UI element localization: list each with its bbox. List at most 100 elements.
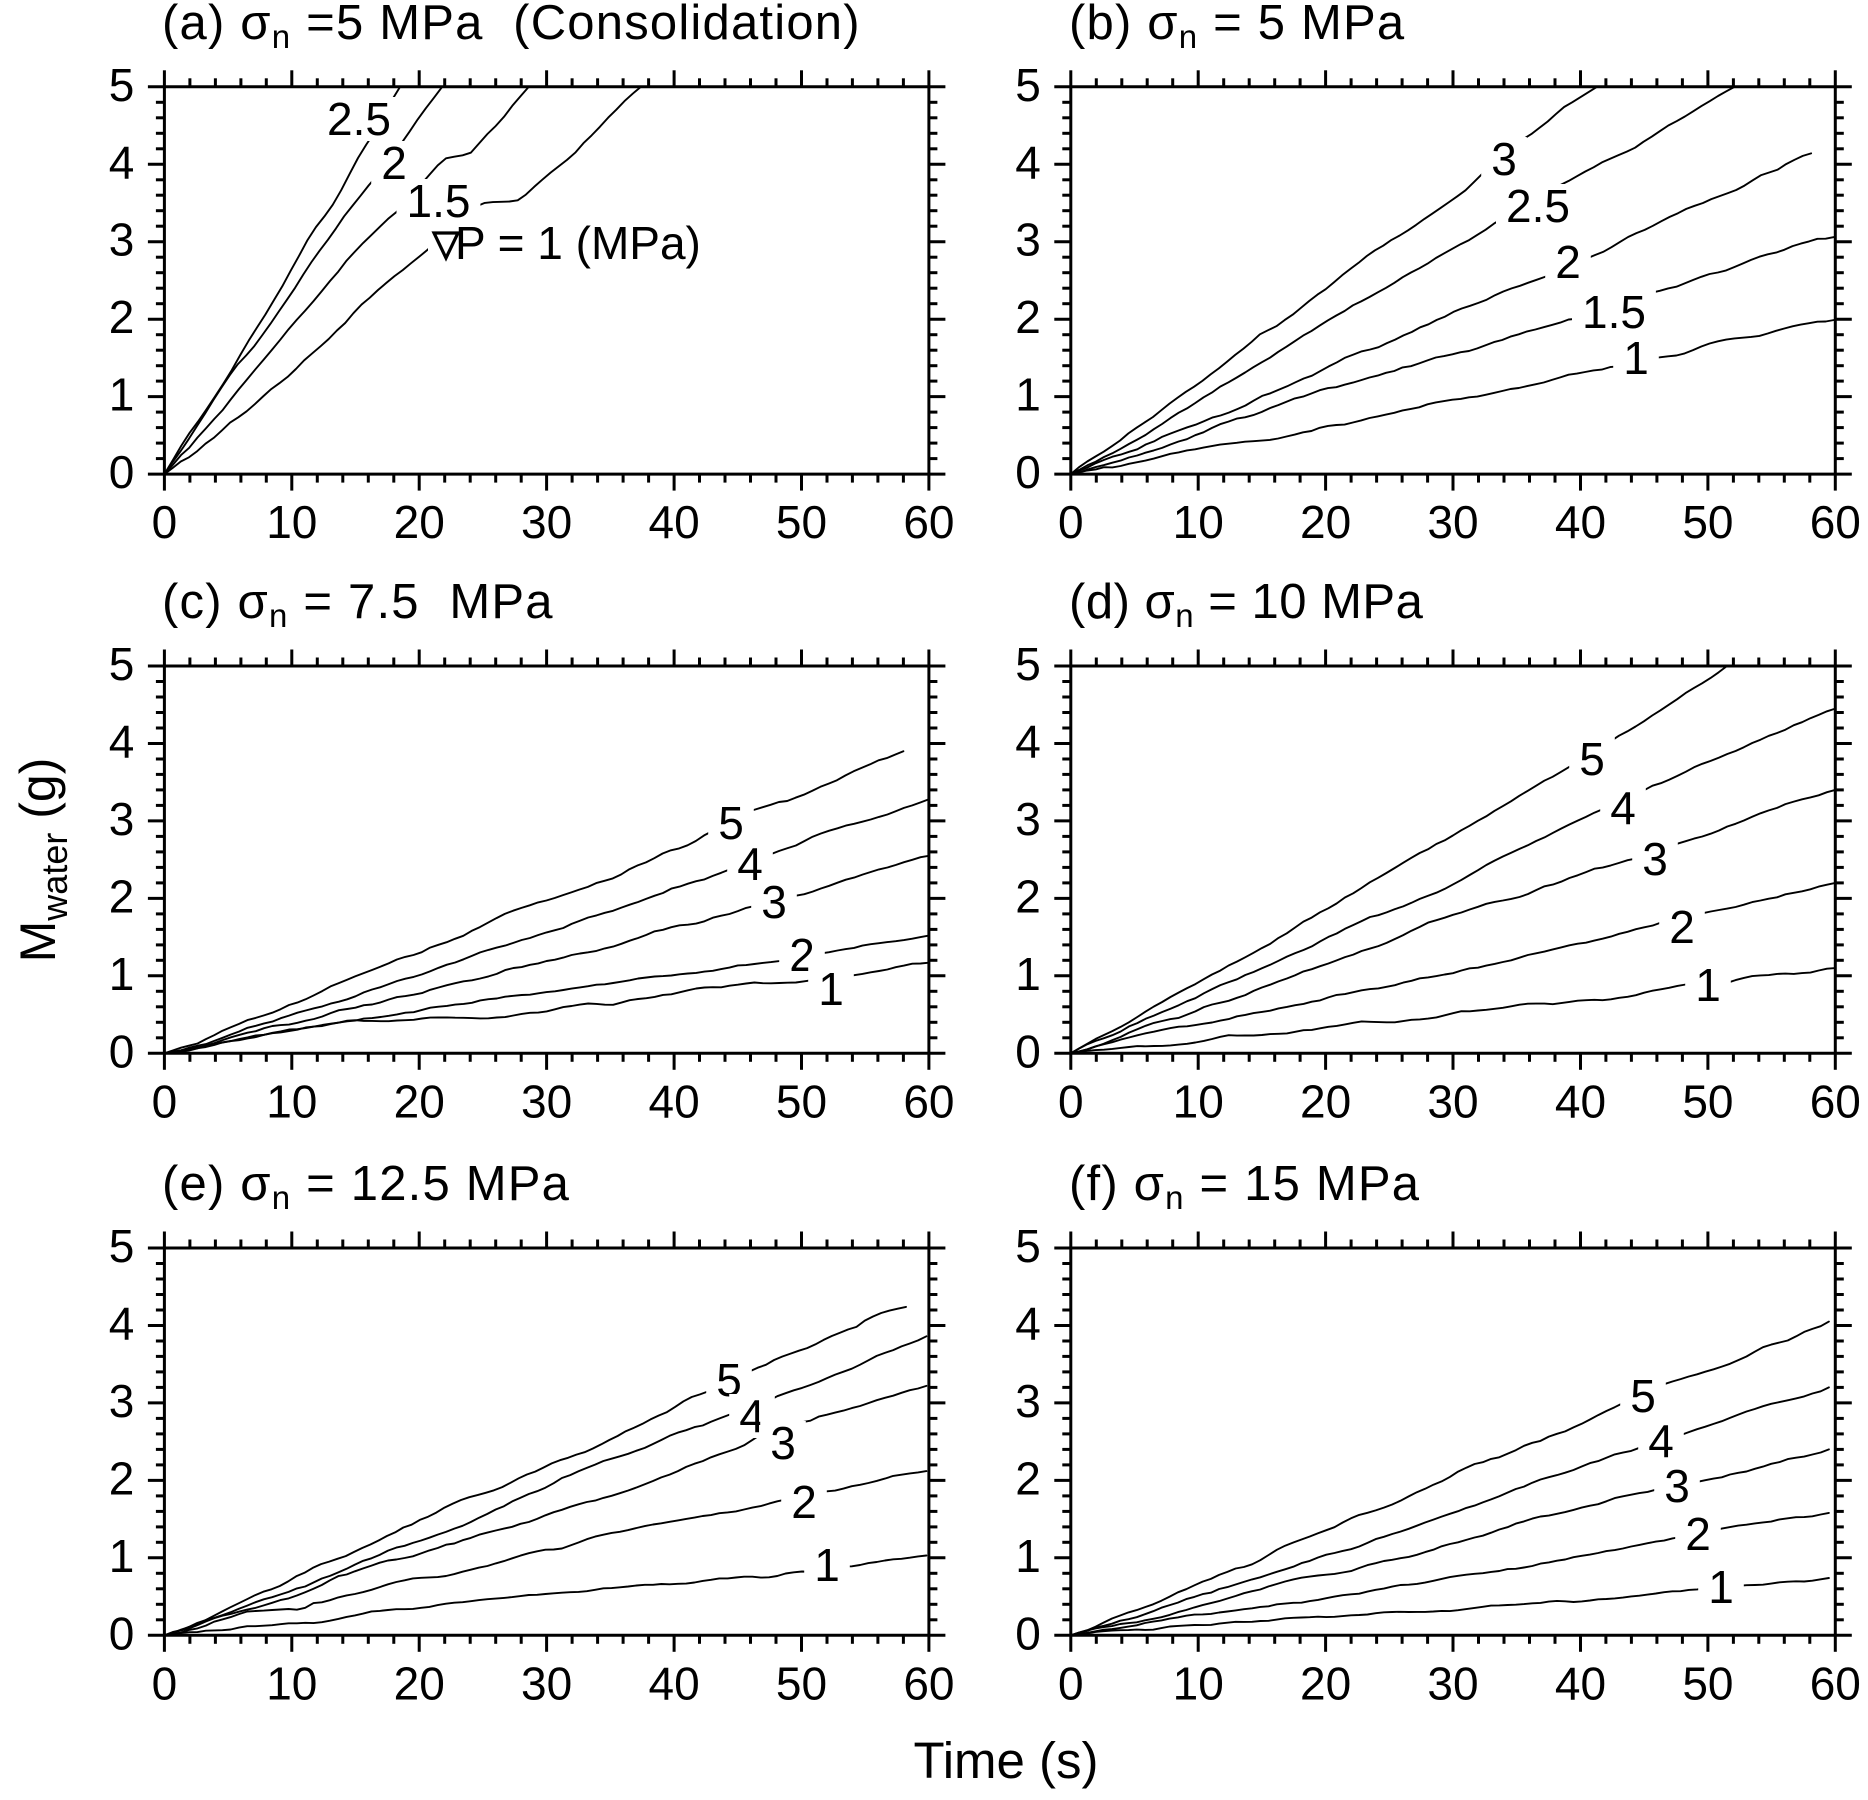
svg-text:1: 1 <box>1015 1530 1041 1582</box>
svg-text:20: 20 <box>394 1657 445 1709</box>
svg-text:3: 3 <box>1491 133 1517 185</box>
svg-text:5: 5 <box>1579 733 1605 785</box>
svg-text:50: 50 <box>1682 1657 1733 1709</box>
svg-text:5: 5 <box>109 638 135 690</box>
svg-text:(e) σn = 12.5 MPa: (e) σn = 12.5 MPa <box>162 1157 570 1216</box>
svg-text:60: 60 <box>903 496 954 548</box>
svg-text:10: 10 <box>266 496 317 548</box>
svg-text:20: 20 <box>1300 496 1351 548</box>
svg-text:2: 2 <box>109 870 135 922</box>
svg-text:2.5: 2.5 <box>327 93 391 145</box>
svg-text:50: 50 <box>776 1657 827 1709</box>
svg-text:(a) σn =5 MPa (Consolidation): (a) σn =5 MPa (Consolidation) <box>162 0 861 55</box>
svg-text:20: 20 <box>1300 1075 1351 1127</box>
svg-text:1.5: 1.5 <box>1582 286 1646 338</box>
svg-text:10: 10 <box>266 1657 317 1709</box>
svg-text:60: 60 <box>1810 1075 1861 1127</box>
svg-text:40: 40 <box>1555 1657 1606 1709</box>
svg-text:3: 3 <box>1642 833 1668 885</box>
svg-text:(f) σn = 15 MPa: (f) σn = 15 MPa <box>1069 1157 1420 1216</box>
svg-text:2: 2 <box>1669 901 1695 953</box>
svg-text:(c) σn = 7.5 MPa: (c) σn = 7.5 MPa <box>162 575 554 634</box>
svg-text:10: 10 <box>266 1075 317 1127</box>
svg-text:2: 2 <box>1015 870 1041 922</box>
svg-text:10: 10 <box>1173 1657 1224 1709</box>
svg-text:20: 20 <box>394 1075 445 1127</box>
svg-text:2: 2 <box>791 1476 817 1528</box>
svg-text:4: 4 <box>1015 136 1041 188</box>
svg-text:40: 40 <box>649 496 700 548</box>
svg-text:1: 1 <box>109 369 135 421</box>
svg-text:30: 30 <box>1427 496 1478 548</box>
svg-text:1: 1 <box>1015 369 1041 421</box>
svg-text:60: 60 <box>1810 1657 1861 1709</box>
svg-text:2.5: 2.5 <box>1506 180 1570 232</box>
svg-text:0: 0 <box>109 1025 135 1077</box>
svg-text:1: 1 <box>109 1530 135 1582</box>
svg-text:Time (s): Time (s) <box>913 1732 1098 1789</box>
svg-text:(d) σn = 10 MPa: (d) σn = 10 MPa <box>1069 575 1424 634</box>
svg-text:50: 50 <box>776 496 827 548</box>
svg-text:2: 2 <box>1555 236 1581 288</box>
svg-text:2: 2 <box>1685 1508 1711 1560</box>
svg-text:5: 5 <box>718 797 744 849</box>
svg-text:50: 50 <box>1682 1075 1733 1127</box>
svg-text:1: 1 <box>1015 948 1041 1000</box>
svg-text:20: 20 <box>394 496 445 548</box>
svg-text:10: 10 <box>1173 1075 1224 1127</box>
svg-text:5: 5 <box>1015 59 1041 111</box>
svg-text:40: 40 <box>1555 496 1606 548</box>
svg-text:0: 0 <box>1058 1075 1084 1127</box>
svg-text:5: 5 <box>1015 638 1041 690</box>
svg-text:3: 3 <box>1015 1375 1041 1427</box>
svg-text:4: 4 <box>1015 1298 1041 1350</box>
svg-text:40: 40 <box>1555 1075 1606 1127</box>
svg-text:30: 30 <box>1427 1657 1478 1709</box>
svg-text:3: 3 <box>109 214 135 266</box>
svg-text:20: 20 <box>1300 1657 1351 1709</box>
svg-text:0: 0 <box>1015 446 1041 498</box>
svg-text:30: 30 <box>521 1075 572 1127</box>
svg-text:5: 5 <box>109 1220 135 1272</box>
svg-text:3: 3 <box>109 1375 135 1427</box>
svg-text:1.5: 1.5 <box>407 175 471 227</box>
svg-text:3: 3 <box>770 1417 796 1469</box>
svg-text:60: 60 <box>903 1075 954 1127</box>
svg-text:4: 4 <box>1610 782 1636 834</box>
svg-text:0: 0 <box>109 446 135 498</box>
svg-text:1: 1 <box>1708 1561 1734 1613</box>
svg-text:5: 5 <box>109 59 135 111</box>
svg-text:2: 2 <box>1015 291 1041 343</box>
svg-text:30: 30 <box>1427 1075 1478 1127</box>
svg-text:2: 2 <box>109 1452 135 1504</box>
svg-text:5: 5 <box>1015 1220 1041 1272</box>
svg-text:1: 1 <box>814 1539 840 1591</box>
svg-text:(b) σn = 5 MPa: (b) σn = 5 MPa <box>1069 0 1405 55</box>
svg-text:0: 0 <box>152 496 178 548</box>
svg-text:3: 3 <box>1015 214 1041 266</box>
svg-text:3: 3 <box>1015 793 1041 845</box>
svg-text:1: 1 <box>1695 959 1721 1011</box>
svg-text:0: 0 <box>152 1075 178 1127</box>
svg-text:60: 60 <box>903 1657 954 1709</box>
svg-text:0: 0 <box>1058 1657 1084 1709</box>
svg-text:1: 1 <box>818 963 844 1015</box>
svg-text:0: 0 <box>1058 496 1084 548</box>
svg-text:40: 40 <box>649 1657 700 1709</box>
svg-text:2: 2 <box>1015 1452 1041 1504</box>
svg-text:50: 50 <box>776 1075 827 1127</box>
svg-text:40: 40 <box>649 1075 700 1127</box>
svg-text:30: 30 <box>521 1657 572 1709</box>
svg-text:4: 4 <box>1648 1415 1674 1467</box>
svg-text:1: 1 <box>1623 332 1649 384</box>
svg-text:30: 30 <box>521 496 572 548</box>
svg-text:0: 0 <box>109 1607 135 1659</box>
svg-text:3: 3 <box>1664 1460 1690 1512</box>
svg-text:3: 3 <box>761 876 787 928</box>
svg-text:60: 60 <box>1810 496 1861 548</box>
svg-text:0: 0 <box>1015 1607 1041 1659</box>
svg-text:5: 5 <box>1630 1370 1656 1422</box>
svg-text:4: 4 <box>109 716 135 768</box>
svg-text:2: 2 <box>109 291 135 343</box>
svg-text:4: 4 <box>1015 716 1041 768</box>
